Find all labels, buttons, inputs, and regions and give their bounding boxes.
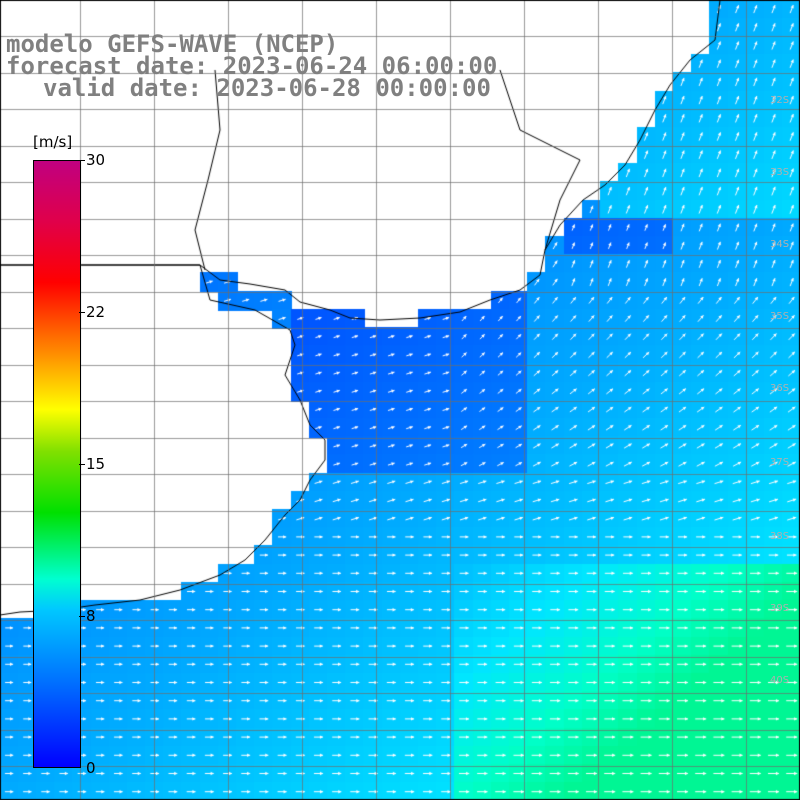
colorbar-tick (79, 616, 85, 617)
colorbar-tick (79, 464, 85, 465)
colorbar-tick (79, 312, 85, 313)
latitude-label: 34S (770, 239, 790, 250)
colorbar-tick (79, 160, 85, 161)
colorbar-label: 22 (86, 303, 106, 321)
latitude-label: 37S (770, 457, 790, 468)
colorbar-label: 8 (86, 607, 96, 625)
latitude-label: 40S (770, 675, 790, 686)
latitude-label: 33S (770, 167, 790, 178)
colorbar-label-max: 30 (86, 151, 106, 169)
colorbar-label-min: 0 (86, 759, 96, 777)
colorbar-label: 15 (86, 455, 106, 473)
colorbar (33, 160, 81, 768)
colorbar-unit: [m/s] (33, 133, 73, 151)
title-model: modelo GEFS-WAVE (NCEP) (6, 30, 339, 58)
title-valid-date: valid date: 2023-06-28 00:00:00 (43, 74, 491, 102)
latitude-label: 39S (770, 603, 790, 614)
latitude-label: 32S (770, 95, 790, 106)
latitude-label: 35S (770, 311, 790, 322)
latitude-label: 36S (770, 383, 790, 394)
latitude-label: 38S (770, 531, 790, 542)
title-forecast-date: forecast date: 2023-06-24 06:00:00 (6, 52, 498, 80)
